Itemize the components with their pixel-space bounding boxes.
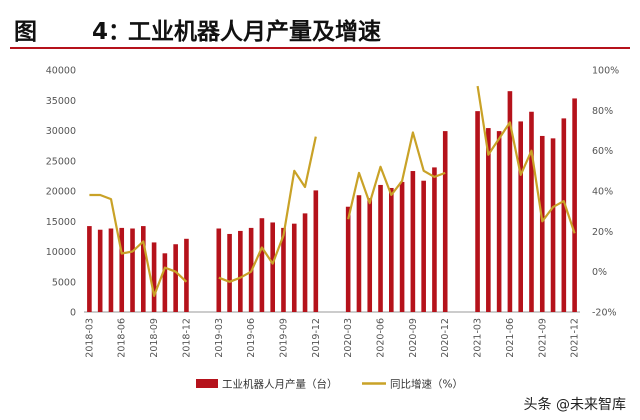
x-tick-label: 2021-06	[505, 318, 516, 358]
growth-line-segment	[347, 131, 446, 220]
bar	[184, 238, 189, 312]
x-tick-label: 2021-12	[570, 318, 581, 358]
x-tick-label: 2019-06	[246, 318, 257, 358]
bar	[367, 198, 373, 312]
bar	[151, 242, 157, 312]
bar	[378, 184, 383, 312]
y-left-tick-label: 35000	[46, 96, 76, 107]
legend-bar-swatch	[196, 379, 218, 388]
bar	[227, 233, 232, 312]
growth-line-segment	[476, 85, 576, 234]
x-tick-label: 2020-09	[408, 318, 419, 358]
bar	[518, 121, 523, 312]
figure-title: 工业机器人月产量及增速	[128, 19, 381, 45]
figure-label: 图	[14, 19, 38, 45]
bar	[302, 213, 308, 312]
x-tick-label: 2019-03	[214, 318, 225, 358]
x-tick-label: 2018-03	[84, 318, 95, 358]
bar	[162, 253, 168, 312]
y-right-tick-label: 80%	[592, 106, 613, 117]
y-right-tick-label: 40%	[592, 187, 613, 198]
y-right-tick-label: 60%	[592, 146, 613, 157]
y-left-tick-label: 40000	[46, 66, 76, 77]
figure-header: 图 4： 工业机器人月产量及增速	[0, 0, 640, 49]
x-tick-label: 2020-06	[376, 318, 387, 358]
y-left-tick-label: 20000	[46, 187, 76, 198]
bar	[87, 226, 92, 312]
figure-number: 4：	[92, 19, 132, 45]
bar	[259, 218, 265, 312]
legend-line-label: 同比增速（%）	[390, 378, 463, 391]
bar	[119, 227, 125, 312]
bar	[281, 227, 286, 312]
y-left-tick-label: 10000	[46, 247, 76, 258]
y-right-tick-label: 100%	[592, 66, 619, 77]
bar	[97, 229, 103, 312]
bar	[216, 228, 222, 312]
bar	[561, 118, 567, 313]
y-left-tick-label: 0	[70, 308, 76, 319]
y-right-tick-label: 0%	[592, 267, 607, 278]
bar	[496, 131, 502, 312]
y-left-tick-label: 5000	[52, 277, 76, 288]
watermark: 头条 @未来智库	[523, 397, 626, 413]
y-right-tick-label: -20%	[592, 308, 617, 319]
growth-line-segment	[89, 193, 188, 297]
bar	[141, 226, 146, 312]
bar	[389, 187, 394, 312]
x-tick-label: 2018-06	[117, 318, 128, 358]
y-left-tick-label: 25000	[46, 156, 76, 167]
bar	[432, 167, 437, 312]
bar	[507, 91, 513, 312]
legend-bar-label: 工业机器人月产量（台）	[222, 378, 338, 391]
bar	[173, 244, 178, 312]
x-tick-label: 2021-03	[473, 318, 484, 358]
bar	[475, 111, 480, 312]
x-tick-label: 2020-03	[343, 318, 354, 358]
y-left-tick-label: 30000	[46, 126, 76, 137]
x-tick-label: 2021-09	[537, 318, 548, 358]
bar	[442, 131, 448, 312]
bar	[399, 181, 405, 312]
x-tick-label: 2018-12	[181, 318, 192, 358]
growth-line-segment	[218, 136, 317, 283]
bar	[356, 195, 362, 312]
bar	[421, 180, 426, 312]
bar	[291, 223, 297, 312]
bar	[345, 206, 351, 312]
bar	[130, 228, 135, 312]
bar	[572, 98, 577, 312]
x-tick-label: 2020-12	[440, 318, 451, 358]
x-tick-label: 2019-12	[311, 318, 322, 358]
bar	[313, 190, 319, 312]
bar	[238, 230, 243, 312]
x-tick-label: 2019-09	[278, 318, 289, 358]
bar	[270, 222, 275, 312]
bar	[108, 228, 114, 312]
title-rule	[10, 47, 630, 49]
x-tick-label: 2018-09	[149, 318, 160, 358]
y-right-tick-label: 20%	[592, 227, 613, 238]
bar	[529, 111, 534, 313]
bar	[486, 128, 491, 312]
bar	[550, 138, 556, 312]
y-left-tick-label: 15000	[46, 217, 76, 228]
bar	[539, 135, 545, 312]
bar	[410, 171, 416, 312]
